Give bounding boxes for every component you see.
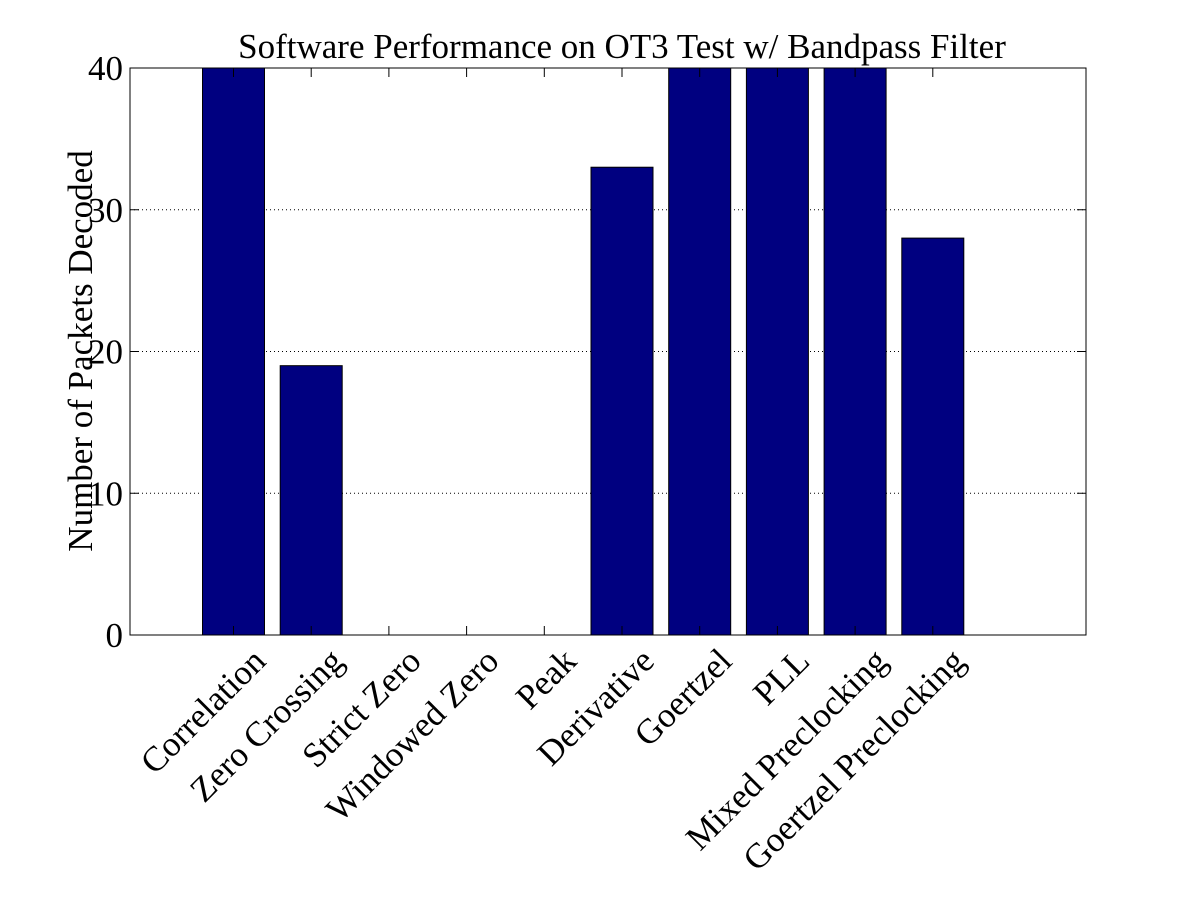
bar — [202, 67, 265, 636]
y-axis-ticks: 0 10 20 30 40 — [88, 49, 1086, 655]
bar — [668, 67, 732, 636]
y-tick-label: 30 — [88, 191, 123, 230]
y-tick-label: 40 — [88, 49, 123, 88]
bar — [745, 67, 809, 636]
bar — [823, 67, 887, 636]
bars — [202, 67, 965, 636]
y-axis-label: Number of Packets Decoded — [61, 150, 100, 552]
chart-title: Software Performance on OT3 Test w/ Band… — [238, 27, 1006, 66]
bar — [901, 237, 965, 636]
bar — [590, 166, 654, 636]
y-tick-label: 10 — [88, 474, 123, 513]
y-tick-label: 0 — [106, 616, 124, 655]
bar — [279, 365, 343, 636]
y-tick-label: 20 — [88, 333, 123, 372]
